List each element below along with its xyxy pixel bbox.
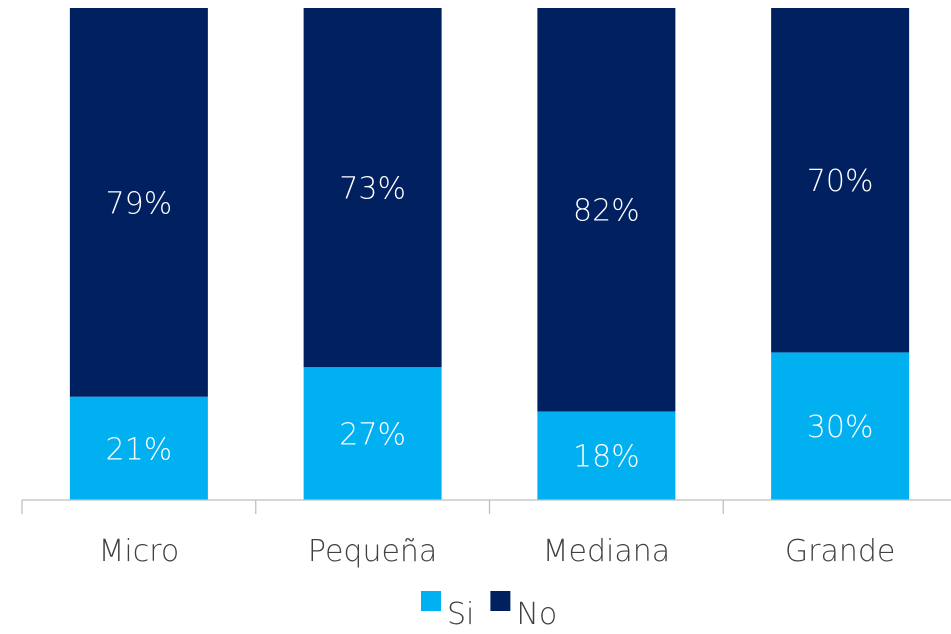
bar-si-pequena <box>303 367 442 500</box>
value-label-si-grande: 30% <box>807 410 874 445</box>
legend-label-no: No <box>516 597 557 630</box>
bar-si-micro <box>69 396 208 500</box>
value-label-si-mediana: 18% <box>573 440 640 475</box>
category-label-micro: Micro <box>99 534 180 569</box>
category-label-mediana: Mediana <box>543 534 671 569</box>
value-label-no-grande: 70% <box>807 164 874 199</box>
x-axis <box>21 499 951 514</box>
category-labels: Micro Pequeña Mediana Grande <box>99 534 896 569</box>
value-label-si-pequena: 27% <box>339 418 406 453</box>
legend-label-si: Si <box>447 597 474 630</box>
category-label-pequena: Pequeña <box>308 534 437 569</box>
value-label-no-micro: 79% <box>106 186 173 221</box>
value-label-no-pequena: 73% <box>339 172 406 207</box>
bar-si-mediana <box>537 411 676 500</box>
bar-no-micro <box>69 8 208 397</box>
value-label-no-mediana: 82% <box>573 194 640 229</box>
bar-no-grande <box>771 8 910 353</box>
legend: Si No <box>421 591 557 632</box>
bars-layer: 21% 79% 27% 73% 18% 82% 30% 70% <box>69 8 910 500</box>
bar-no-pequena <box>303 8 442 368</box>
bar-si-grande <box>771 352 910 500</box>
value-label-si-micro: 21% <box>106 432 173 467</box>
legend-swatch-no <box>490 591 511 611</box>
legend-swatch-si <box>421 591 441 611</box>
category-label-grande: Grande <box>785 534 895 569</box>
bar-no-mediana <box>537 8 676 412</box>
